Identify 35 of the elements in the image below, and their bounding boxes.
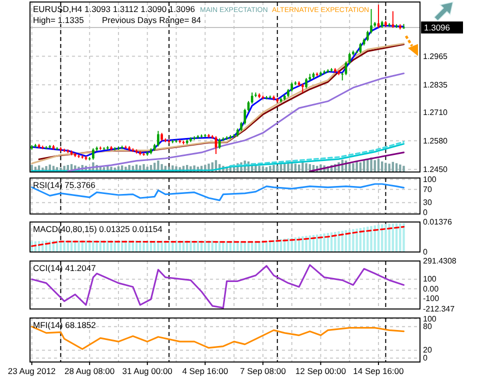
x-tick-label: 12 Sep 00:00 [295,366,346,376]
y-tick-label: -212.347 [423,304,456,314]
y-tick-label: 0 [423,354,428,363]
annotation: High= 1.1335 [33,15,84,25]
chart-title: MFI(14) 68.1852 [33,320,96,330]
y-tick-label: 1.2450 [423,164,448,174]
chart-title: MACD(40,80,15) 0.01325 0.01154 [33,224,163,234]
x-tick-label: 28 Aug 08:00 [64,366,115,376]
chart-title: EURUSD,H4 1.3093 1.3112 1.3090 1.3096 [33,4,196,14]
y-tick-label: 1.2835 [423,80,448,90]
y-tick-label: 1.2710 [423,108,448,117]
y-tick-label: 291.4308 [423,256,457,266]
y-tick-label: 30 [423,198,432,208]
y-tick-label: -100 [423,294,440,303]
annotation: Previous Days Range= 84 [102,15,202,25]
x-tick-label: 23 Aug 2012 [8,366,56,376]
y-tick-label: 1.2580 [423,136,448,146]
y-tick-label: 70 [423,184,432,194]
y-tick-label: 0 [423,208,428,218]
ref-line-label: 1.3096 [424,22,450,32]
x-tick-label: 4 Sep 16:00 [182,366,228,376]
y-tick-label: 1.2965 [423,52,448,61]
y-tick-label: 100 [423,174,437,184]
y-tick-label: 0 [423,248,428,256]
y-tick-label: 0.00 [423,284,440,294]
y-tick-label: 100 [423,314,437,324]
y-tick-label: 80 [423,322,432,332]
x-tick-label: 31 Aug 00:00 [122,366,173,376]
x-tick-label: 7 Sep 08:00 [240,366,286,376]
chart-title: CCI(14) 41.2047 [33,263,96,273]
chart-title: RSI(14) 75.3766 [33,180,96,190]
y-tick-label: 100 [423,274,437,284]
y-tick-label: 20 [423,346,432,355]
y-tick-label: 0.01376 [423,218,452,226]
x-tick-label: 14 Sep 16:00 [353,366,404,376]
